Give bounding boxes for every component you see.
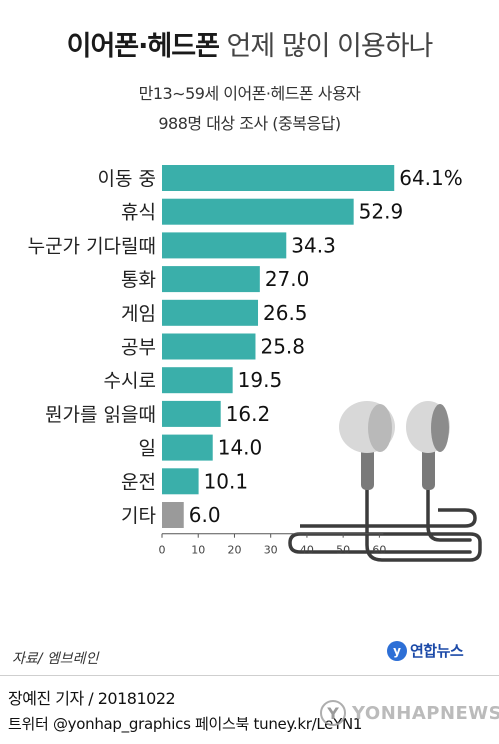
category-label: 누군가 기다릴때 — [28, 235, 156, 257]
bar-chart: 이동 중 64.1% 휴식 52.9 누군가 기다릴때 34.3 통화 27.0 게임 26.5 공… — [28, 165, 482, 562]
x-tick-label: 50 — [336, 544, 350, 557]
earphones-icon — [288, 401, 482, 562]
bar — [162, 367, 233, 394]
value-label: 14.0 — [218, 436, 263, 460]
left-earbud-shade — [368, 404, 392, 452]
category-label: 공부 — [121, 337, 156, 359]
bar — [162, 299, 259, 326]
category-label: 휴식 — [121, 202, 156, 224]
earphone-cable-loop — [300, 508, 477, 528]
bar — [162, 232, 287, 259]
yonhap-logo-text: 연합뉴스 — [410, 642, 464, 660]
category-label: 통화 — [121, 269, 156, 291]
category-label: 이동 중 — [98, 168, 156, 190]
bar — [162, 502, 184, 528]
value-label: 34.3 — [291, 233, 336, 257]
x-axis: 0 10 20 30 40 50 60 — [159, 533, 386, 557]
category-label: 뭔가를 읽을때 — [45, 404, 156, 426]
watermark-mark: Y — [320, 700, 346, 726]
social-links: 트위터 @yonhap_graphics 페이스북 tuney.kr/LeYN1 — [8, 715, 363, 733]
value-label: 27.0 — [265, 267, 310, 291]
category-label: 기타 — [121, 505, 156, 527]
value-label: 25.8 — [260, 335, 305, 359]
value-label: 26.5 — [263, 301, 308, 325]
subtitle-line-2: 988명 대상 조사 (중복응답) — [158, 114, 341, 133]
title-light: 언제 많이 이용하나 — [226, 31, 434, 62]
yonhap-logo: y 연합뉴스 — [387, 640, 464, 661]
right-earbud-shade — [431, 404, 449, 452]
bar — [162, 400, 221, 427]
bar — [162, 434, 213, 461]
bar — [162, 468, 199, 495]
x-tick-label: 60 — [372, 544, 386, 557]
x-tick-label: 40 — [300, 544, 314, 557]
chart-title: 이어폰·헤드폰 언제 많이 이용하나 — [0, 24, 499, 63]
category-label: 게임 — [121, 303, 156, 325]
x-tick-label: 20 — [227, 544, 241, 557]
footer-divider — [0, 675, 499, 676]
yonhapnews-watermark: Y YONHAPNEWS — [320, 700, 499, 726]
x-tick-label: 30 — [264, 544, 278, 557]
value-label: 16.2 — [226, 402, 271, 426]
x-tick-label: 0 — [159, 544, 166, 557]
bar — [162, 198, 354, 225]
source-note: 자료/ 엠브레인 — [12, 651, 99, 667]
value-label: 10.1 — [204, 469, 249, 493]
bars-group: 이동 중 64.1% 휴식 52.9 누군가 기다릴때 34.3 통화 27.0 게임 26.5 공… — [28, 165, 463, 528]
value-label: 6.0 — [189, 503, 221, 527]
category-label: 일 — [139, 438, 156, 460]
category-label: 운전 — [121, 471, 156, 493]
category-label: 수시로 — [104, 370, 156, 392]
value-label: 19.5 — [238, 368, 283, 392]
bar — [162, 165, 395, 191]
yonhap-logo-mark: y — [387, 640, 407, 661]
bar — [162, 266, 260, 293]
value-label: 64.1% — [399, 166, 463, 190]
watermark-text: YONHAPNEWS — [352, 702, 499, 724]
title-bold: 이어폰·헤드폰 — [66, 31, 220, 62]
reporter-credit: 장예진 기자 / 20181022 — [8, 689, 176, 708]
value-label: 52.9 — [359, 200, 404, 224]
x-tick-label: 10 — [191, 544, 205, 557]
bar — [162, 333, 256, 360]
subtitle-line-1: 만13∼59세 이어폰·헤드폰 사용자 — [138, 84, 361, 103]
